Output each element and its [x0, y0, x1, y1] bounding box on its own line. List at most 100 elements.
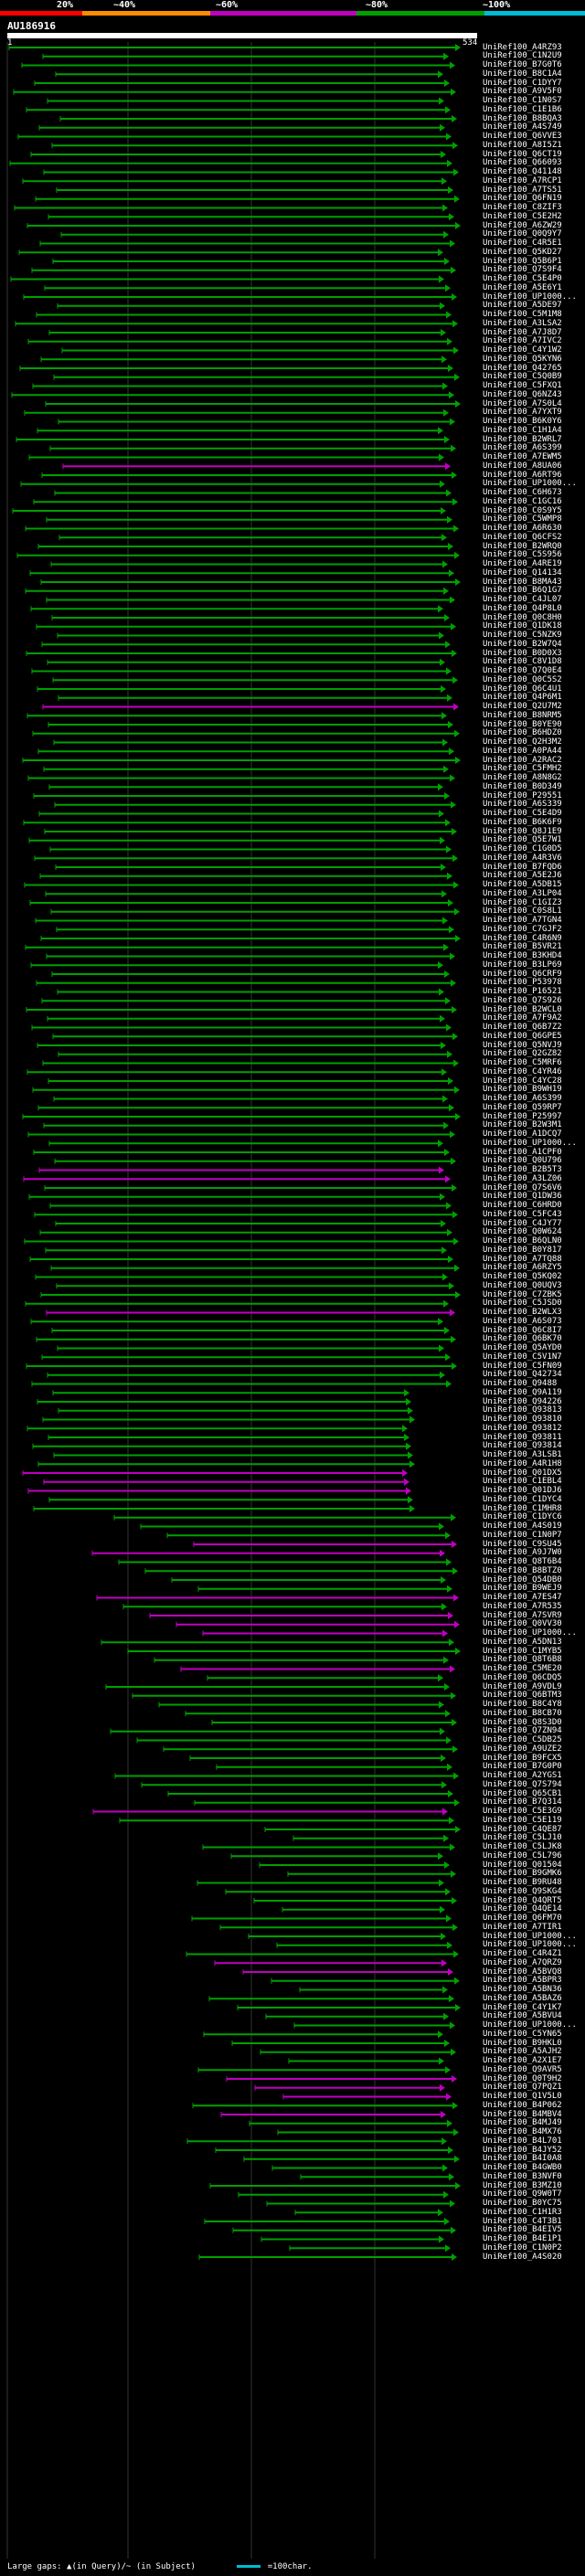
hit-label[interactable]: UniRef100_A4RE19	[483, 559, 562, 568]
hit-label[interactable]: UniRef100_Q8J1E9	[483, 826, 562, 836]
hit-label[interactable]: UniRef100_C1DYC4	[483, 1494, 562, 1504]
hit-label[interactable]: UniRef100_C1DYY7	[483, 78, 562, 88]
hit-label[interactable]: UniRef100_C5S956	[483, 550, 562, 560]
hit-label[interactable]: UniRef100_A5DE97	[483, 301, 562, 311]
hit-label[interactable]: UniRef100_C7ZBK5	[483, 1289, 562, 1299]
hit-label[interactable]: UniRef100_B5VR21	[483, 942, 562, 952]
hit-label[interactable]: UniRef100_A5BN36	[483, 1985, 562, 1994]
hit-label[interactable]: UniRef100_A7YXT9	[483, 408, 562, 418]
hit-label[interactable]: UniRef100_Q5KYN6	[483, 354, 562, 364]
hit-label[interactable]: UniRef100_Q6BTM3	[483, 1691, 562, 1701]
hit-label[interactable]: UniRef100_B6QLN0	[483, 1236, 562, 1246]
hit-label[interactable]: UniRef100_C0S8L1	[483, 906, 562, 917]
hit-label[interactable]: UniRef100_C5FXQ1	[483, 381, 562, 390]
hit-label[interactable]: UniRef100_B9HKL0	[483, 2038, 562, 2048]
hit-label[interactable]: UniRef100_B3KHD4	[483, 951, 562, 960]
hit-label[interactable]: UniRef100_Q4QE14	[483, 1904, 562, 1914]
hit-label[interactable]: UniRef100_Q0U796	[483, 1156, 562, 1166]
hit-label[interactable]: UniRef100_B7FQD6	[483, 862, 562, 872]
hit-label[interactable]: UniRef100_B9WH19	[483, 1085, 562, 1095]
hit-label[interactable]: UniRef100_A3LSB1	[483, 1450, 562, 1459]
hit-label[interactable]: UniRef100_UP1000...	[483, 1138, 577, 1148]
hit-label[interactable]: UniRef100_C5V1N7	[483, 1352, 562, 1362]
hit-label[interactable]: UniRef100_C5M1M8	[483, 310, 562, 319]
hit-label[interactable]: UniRef100_Q93813	[483, 1405, 562, 1415]
hit-label[interactable]: UniRef100_A2YGS1	[483, 1771, 562, 1780]
hit-label[interactable]: UniRef100_B9FCX5	[483, 1753, 562, 1763]
hit-label[interactable]: UniRef100_Q6C8I7	[483, 1325, 562, 1335]
hit-label[interactable]: UniRef100_C1EBL4	[483, 1477, 562, 1487]
hit-label[interactable]: UniRef100_C5E3G9	[483, 1807, 562, 1816]
hit-label[interactable]: UniRef100_A8UA06	[483, 461, 562, 471]
hit-label[interactable]: UniRef100_C1E1B6	[483, 104, 562, 114]
hit-label[interactable]: UniRef100_A9VDL9	[483, 1681, 562, 1691]
hit-label[interactable]: UniRef100_Q7S6V6	[483, 1182, 562, 1193]
hit-label[interactable]: UniRef100_C5FN09	[483, 1361, 562, 1371]
hit-label[interactable]: UniRef100_C1N0P2	[483, 2242, 562, 2253]
hit-label[interactable]: UniRef100_B4L701	[483, 2136, 562, 2146]
hit-label[interactable]: UniRef100_B2WRL7	[483, 434, 562, 444]
hit-label[interactable]: UniRef100_Q94226	[483, 1396, 562, 1406]
hit-label[interactable]: UniRef100_Q6GPE5	[483, 1031, 562, 1041]
hit-label[interactable]: UniRef100_A3LP04	[483, 888, 562, 898]
hit-label[interactable]: UniRef100_A6RZY5	[483, 1263, 562, 1273]
hit-label[interactable]: UniRef100_C1G0D5	[483, 844, 562, 853]
hit-label[interactable]: UniRef100_Q41148	[483, 167, 562, 176]
hit-label[interactable]: UniRef100_A5BPR3	[483, 1976, 562, 1986]
hit-label[interactable]: UniRef100_C4R5E1	[483, 239, 562, 248]
hit-label[interactable]: UniRef100_C5E4P0	[483, 274, 562, 283]
hit-label[interactable]: UniRef100_B8CB70	[483, 1708, 562, 1718]
hit-label[interactable]: UniRef100_B8MA43	[483, 577, 562, 587]
hit-label[interactable]: UniRef100_C4YR46	[483, 1066, 562, 1076]
hit-label[interactable]: UniRef100_Q65CB1	[483, 1788, 562, 1798]
hit-label[interactable]: UniRef100_B3MZ10	[483, 2180, 562, 2190]
hit-label[interactable]: UniRef100_Q7ZN94	[483, 1726, 562, 1736]
hit-label[interactable]: UniRef100_C5NZK9	[483, 631, 562, 640]
hit-label[interactable]: UniRef100_Q2H3M2	[483, 737, 562, 747]
hit-label[interactable]: UniRef100_C5MRF6	[483, 1058, 562, 1067]
hit-label[interactable]: UniRef100_A5BVQ8	[483, 1966, 562, 1977]
hit-label[interactable]: UniRef100_C1MHR8	[483, 1503, 562, 1513]
hit-label[interactable]: UniRef100_Q5NVJ9	[483, 1040, 562, 1050]
hit-label[interactable]: UniRef100_Q2GZ82	[483, 1049, 562, 1059]
hit-label[interactable]: UniRef100_A7R535	[483, 1601, 562, 1611]
hit-label[interactable]: UniRef100_UP1000...	[483, 1931, 577, 1941]
hit-label[interactable]: UniRef100_Q9488	[483, 1379, 558, 1388]
hit-label[interactable]: UniRef100_B4MX76	[483, 2127, 562, 2136]
hit-label[interactable]: UniRef100_A1DCQ7	[483, 1129, 562, 1139]
hit-label[interactable]: UniRef100_A7TIR1	[483, 1922, 562, 1932]
hit-label[interactable]: UniRef100_A0PA44	[483, 746, 562, 756]
hit-label[interactable]: UniRef100_A9UZE2	[483, 1744, 562, 1754]
hit-label[interactable]: UniRef100_Q59RP7	[483, 1102, 562, 1112]
hit-label[interactable]: UniRef100_A9J7W0	[483, 1548, 562, 1558]
hit-label[interactable]: UniRef100_C5YN65	[483, 2029, 562, 2039]
hit-label[interactable]: UniRef100_C5E2H2	[483, 211, 562, 221]
hit-label[interactable]: UniRef100_B3LP69	[483, 959, 562, 970]
hit-label[interactable]: UniRef100_P29551	[483, 790, 562, 800]
hit-label[interactable]: UniRef100_C5LJ10	[483, 1833, 562, 1843]
hit-label[interactable]: UniRef100_Q2U7M2	[483, 702, 562, 711]
hit-label[interactable]: UniRef100_B2W7Q4	[483, 639, 562, 649]
hit-label[interactable]: UniRef100_C5ME20	[483, 1664, 562, 1673]
hit-label[interactable]: UniRef100_C4R4Z1	[483, 1949, 562, 1958]
hit-label[interactable]: UniRef100_UP1000...	[483, 2020, 577, 2030]
hit-label[interactable]: UniRef100_Q0W624	[483, 1227, 562, 1237]
hit-label[interactable]: UniRef100_C1GIZ3	[483, 897, 562, 907]
hit-label[interactable]: UniRef100_C1MYB5	[483, 1646, 562, 1656]
hit-label[interactable]: UniRef100_B0YE90	[483, 719, 562, 729]
hit-label[interactable]: UniRef100_Q0VV30	[483, 1619, 562, 1629]
hit-label[interactable]: UniRef100_P25997	[483, 1111, 562, 1121]
hit-label[interactable]: UniRef100_Q6B7Z2	[483, 1023, 562, 1032]
hit-label[interactable]: UniRef100_B0D0X3	[483, 648, 562, 658]
hit-label[interactable]: UniRef100_A7IVC2	[483, 336, 562, 346]
hit-label[interactable]: UniRef100_UP1000...	[483, 1628, 577, 1638]
hit-label[interactable]: UniRef100_UP1000...	[483, 292, 577, 302]
hit-label[interactable]: UniRef100_B4I0A8	[483, 2154, 562, 2164]
hit-label[interactable]: UniRef100_Q0C5S2	[483, 674, 562, 684]
hit-label[interactable]: UniRef100_A6S399	[483, 1094, 562, 1103]
hit-label[interactable]: UniRef100_C5WMP8	[483, 514, 562, 525]
hit-label[interactable]: UniRef100_Q93810	[483, 1415, 562, 1424]
hit-label[interactable]: UniRef100_B6Q1G7	[483, 586, 562, 596]
hit-label[interactable]: UniRef100_C5L796	[483, 1850, 562, 1860]
hit-label[interactable]: UniRef100_UP1000...	[483, 479, 577, 489]
